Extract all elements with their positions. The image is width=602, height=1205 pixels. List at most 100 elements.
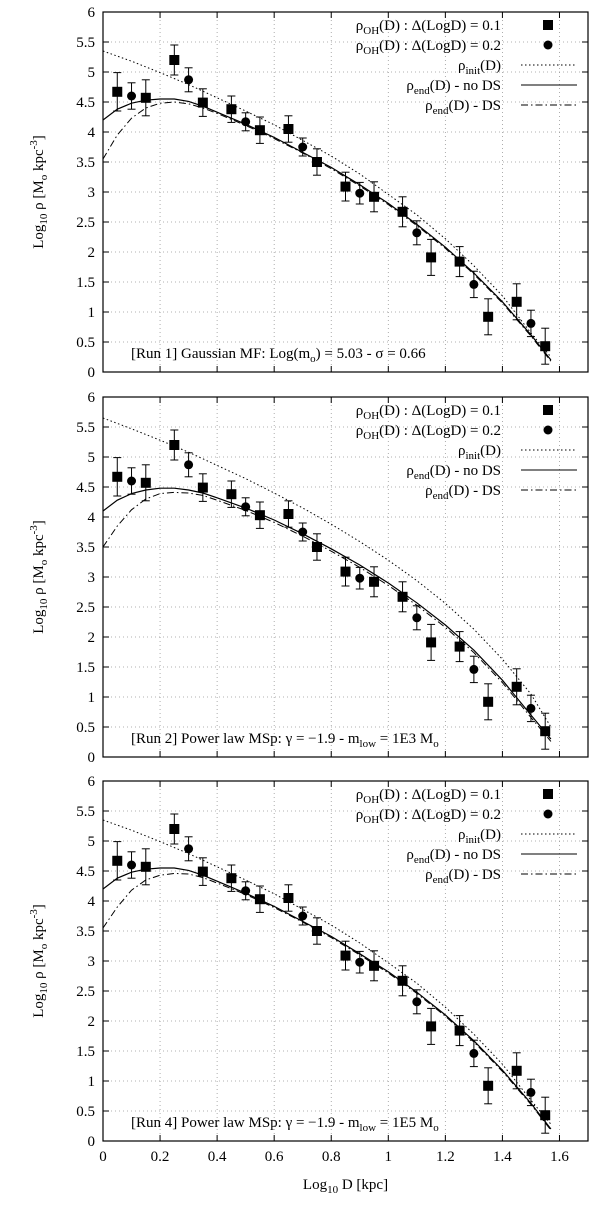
y-tick-label: 2 — [88, 245, 96, 261]
data-point-square — [426, 252, 437, 263]
y-axis-label: Log10 ρ [Mo kpc-3] — [28, 135, 50, 249]
data-point-square — [169, 55, 180, 65]
y-tick-label: 2.5 — [76, 600, 95, 616]
legend-marker-circle — [543, 809, 553, 819]
y-tick-label: 5.5 — [76, 420, 95, 436]
data-point-circle — [298, 911, 308, 921]
y-tick-label: 4 — [88, 894, 96, 910]
y-tick-label: 1 — [88, 690, 96, 706]
y-tick-label: 1.5 — [76, 660, 95, 676]
data-point-circle — [469, 279, 479, 289]
x-tick-label: 1.6 — [550, 1149, 569, 1165]
y-tick-label: 0 — [88, 1134, 96, 1150]
data-point-square — [311, 926, 322, 936]
panel-run-label: [Run 1] Gaussian MF: Log(mo) = 5.03 - σ … — [131, 346, 426, 365]
y-tick-label: 6 — [88, 390, 96, 406]
y-tick-label: 4 — [88, 125, 96, 141]
y-tick-label: 5 — [88, 450, 96, 466]
legend-marker-square — [543, 789, 553, 799]
series-line-dotted — [103, 50, 552, 358]
data-point-square — [397, 591, 408, 602]
data-point-square — [454, 1025, 465, 1036]
y-tick-label: 6 — [88, 5, 96, 21]
x-tick-label: 1 — [385, 1149, 393, 1165]
data-point-square — [112, 471, 123, 482]
y-tick-label: 2.5 — [76, 215, 95, 231]
data-point-circle — [526, 318, 536, 328]
series-line-dashdot — [103, 101, 552, 362]
data-point-square — [540, 726, 551, 737]
data-point-circle — [241, 886, 251, 896]
legend-label: ρOH(D) : Δ(LogD) = 0.1 — [356, 787, 501, 806]
data-point-circle — [412, 228, 422, 238]
x-axis-label: Log10 D [kpc] — [303, 1177, 388, 1196]
data-point-circle — [184, 75, 194, 85]
x-tick-label: 0 — [99, 1149, 107, 1165]
x-tick-label: 0.2 — [151, 1149, 170, 1165]
data-point-square — [140, 477, 151, 488]
data-point-square — [397, 975, 408, 986]
y-axis-label: Log10 ρ [Mo kpc-3] — [28, 520, 50, 634]
chart-panel-1: 0 0.5 1 1.5 2 2.5 3 3.5 4 4.5 5 5.5 6 Log10 ρ [Mo kpc… — [28, 5, 589, 381]
y-tick-label: 4.5 — [76, 864, 95, 880]
data-point-square — [112, 86, 123, 97]
legend-label: ρinit(D) — [458, 58, 501, 77]
data-point-square — [197, 866, 208, 877]
data-point-square — [226, 489, 237, 500]
data-point-circle — [412, 997, 422, 1007]
legend-label: ρinit(D) — [458, 827, 501, 846]
data-point-square — [426, 1021, 437, 1032]
data-point-circle — [184, 844, 194, 854]
data-point-square — [483, 696, 494, 707]
panel-run-label: [Run 4] Power law MSp: γ = −1.9 - mlow =… — [131, 1115, 439, 1134]
data-point-circle — [298, 527, 308, 537]
data-point-square — [283, 509, 294, 519]
legend-label: ρend(D) - no DS — [406, 78, 501, 97]
x-tick-label: 1.2 — [436, 1149, 455, 1165]
y-tick-label: 5.5 — [76, 35, 95, 51]
y-tick-label: 5 — [88, 834, 96, 850]
legend-marker-square — [543, 20, 553, 30]
data-point-square — [197, 482, 208, 493]
data-point-square — [254, 125, 265, 136]
data-point-circle — [526, 703, 536, 713]
data-point-square — [311, 157, 322, 167]
y-tick-label: 1 — [88, 305, 96, 321]
data-point-square — [169, 824, 180, 834]
data-point-square — [169, 440, 180, 450]
x-tick-label: 0.8 — [322, 1149, 341, 1165]
panel-run-label: [Run 2] Power law MSp: γ = −1.9 - mlow =… — [131, 731, 439, 750]
series-line-dotted — [103, 417, 552, 728]
y-tick-label: 2 — [88, 630, 96, 646]
data-point-square — [369, 191, 380, 202]
series-line-dotted — [103, 819, 552, 1125]
y-tick-label: 3 — [88, 185, 96, 201]
data-point-square — [140, 861, 151, 872]
data-point-circle — [241, 117, 251, 127]
data-point-square — [511, 296, 522, 307]
data-point-square — [340, 566, 351, 577]
y-tick-label: 2 — [88, 1014, 96, 1030]
y-tick-label: 3.5 — [76, 155, 95, 171]
y-tick-label: 0 — [88, 365, 96, 381]
y-tick-label: 4 — [88, 510, 96, 526]
data-point-circle — [355, 573, 365, 583]
legend-label: ρend(D) - DS — [425, 98, 501, 117]
y-tick-label: 1.5 — [76, 275, 95, 291]
data-point-circle — [298, 142, 308, 152]
y-tick-label: 0.5 — [76, 720, 95, 736]
chart-panel-3: 0 0.2 0.4 0.6 0.8 1 1.2 1.4 1.6 0 0.5 1 1.5 2 2.5 3 3.5 4… — [28, 774, 589, 1165]
y-tick-label: 1.5 — [76, 1044, 95, 1060]
y-axis-label: Log10 ρ [Mo kpc-3] — [28, 904, 50, 1018]
legend-label: ρOH(D) : Δ(LogD) = 0.2 — [356, 38, 501, 57]
data-point-square — [511, 681, 522, 692]
data-point-square — [397, 206, 408, 217]
data-point-square — [454, 256, 465, 267]
y-tick-label: 3 — [88, 954, 96, 970]
data-point-square — [254, 510, 265, 521]
y-tick-label: 3.5 — [76, 540, 95, 556]
y-tick-label: 0.5 — [76, 1104, 95, 1120]
series-line-dashdot — [103, 872, 552, 1131]
